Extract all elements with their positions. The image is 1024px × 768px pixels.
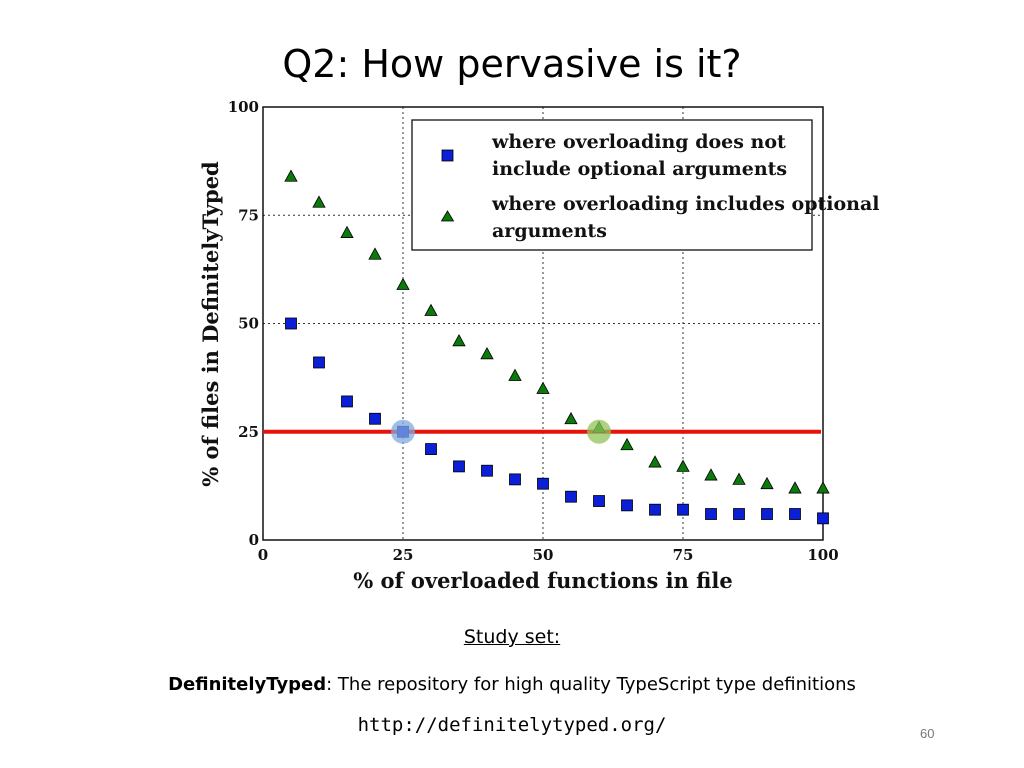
data-point-triangle (760, 476, 774, 490)
y-axis-label: % of files in DefinitelyTyped (198, 161, 223, 487)
x-tick-label: 0 (258, 546, 268, 564)
data-point-triangle (284, 169, 298, 182)
data-point-square (705, 508, 717, 520)
highlight-circle (391, 419, 415, 444)
data-point-square (677, 503, 689, 516)
data-point-triangle (340, 225, 354, 238)
x-axis-label: % of overloaded functions in file (353, 568, 733, 593)
data-point-triangle (676, 459, 690, 472)
data-point-square (649, 503, 661, 516)
data-point-triangle (732, 472, 746, 485)
legend-square-marker (441, 149, 454, 162)
data-point-triangle (704, 468, 718, 481)
data-point-triangle (536, 381, 550, 394)
legend-label-series-1a: where overloading does not (491, 131, 786, 153)
dataset-name: DefinitelyTyped (168, 674, 327, 695)
data-point-square (341, 395, 353, 408)
dataset-description: DefinitelyTyped: The repository for high… (0, 674, 1024, 695)
slide-title: Q2: How pervasive is it? (282, 42, 742, 86)
data-point-square (817, 512, 829, 525)
highlight-layer (391, 419, 611, 444)
data-point-square (593, 495, 605, 507)
y-tick-label: 50 (238, 315, 259, 333)
study-set-label: Study set: (463, 626, 561, 648)
data-point-triangle (648, 455, 662, 468)
data-point-square (761, 508, 773, 520)
data-point-triangle (452, 333, 466, 347)
y-tick-label: 100 (228, 98, 259, 116)
x-tick-label: 50 (533, 546, 554, 564)
data-point-square (453, 460, 465, 473)
y-tick-label: 0 (249, 531, 259, 549)
y-tick-label: 75 (238, 206, 259, 224)
x-tick-label: 75 (673, 546, 694, 564)
legend-triangle-marker (440, 210, 455, 222)
x-tick-label: 25 (393, 546, 414, 564)
legend: where overloading does not include optio… (411, 119, 880, 251)
data-point-square (425, 443, 437, 455)
legend-box (411, 119, 813, 251)
dataset-description-text: : The repository for high quality TypeSc… (326, 674, 856, 695)
data-point-triangle (312, 195, 326, 208)
data-point-square (285, 317, 297, 330)
data-point-square (313, 356, 325, 369)
data-point-square (481, 464, 493, 477)
data-point-triangle (508, 368, 522, 381)
data-point-triangle (424, 303, 438, 316)
highlight-circle (587, 419, 611, 444)
data-point-square (789, 508, 801, 520)
data-point-triangle (368, 247, 382, 260)
legend-label-series-2b: arguments (492, 220, 607, 242)
data-point-triangle (564, 411, 578, 425)
data-point-triangle (816, 481, 830, 494)
data-point-square (369, 412, 381, 425)
dataset-url: http://definitelytyped.org/ (357, 714, 667, 736)
y-tick-label: 25 (238, 423, 259, 441)
data-point-triangle (480, 346, 494, 360)
data-point-square (565, 490, 577, 503)
data-point-triangle (788, 481, 802, 494)
legend-label-series-1b: include optional arguments (492, 158, 787, 180)
data-point-square (733, 508, 745, 520)
data-point-triangle (620, 437, 634, 451)
data-point-square (621, 499, 633, 512)
data-point-triangle (396, 277, 410, 290)
legend-label-series-2a: where overloading includes optional (491, 193, 880, 215)
axis-ticks: 0 25 50 75 100 0 25 50 75 100 (228, 98, 839, 564)
x-tick-label: 100 (807, 546, 838, 564)
data-point-square (509, 473, 521, 486)
plot-frame (262, 106, 824, 541)
data-point-square (537, 477, 549, 490)
page-number: 60 (920, 726, 935, 741)
